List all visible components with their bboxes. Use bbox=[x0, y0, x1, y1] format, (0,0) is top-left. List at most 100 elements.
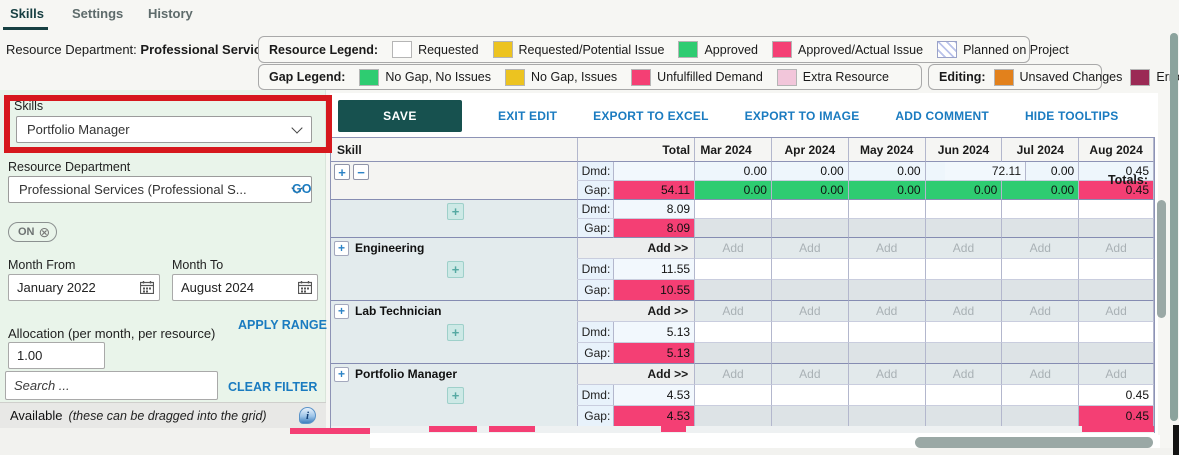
collapse-all-button[interactable]: − bbox=[353, 164, 369, 180]
group-name-row: + Lab Technician Add >> Add Add Add Add … bbox=[331, 301, 1154, 322]
add-month-cell[interactable]: Add bbox=[925, 238, 1003, 259]
toggle-remove-icon[interactable]: ⊗ bbox=[38, 224, 51, 240]
group-name-row: + Engineering Add >> Add Add Add Add Add… bbox=[331, 238, 1154, 259]
group-dmd-cell[interactable] bbox=[848, 259, 926, 280]
page-vertical-scrollbar-thumb[interactable] bbox=[1170, 33, 1178, 421]
group-dmd-cell[interactable] bbox=[1002, 259, 1080, 280]
group-dmd-cell[interactable] bbox=[925, 259, 1003, 280]
add-month-cell[interactable]: Add bbox=[771, 364, 849, 385]
skill-group-partial: + Dmd: 8.09 Gap: 8.09 bbox=[331, 200, 1154, 238]
group-dmd-cell[interactable] bbox=[695, 259, 772, 280]
tab-skills[interactable]: Skills bbox=[10, 6, 44, 21]
group-dmd-cell[interactable] bbox=[1079, 322, 1154, 343]
hide-tooltips-button[interactable]: HIDE TOOLTIPS bbox=[1024, 109, 1119, 123]
group-dmd-cell[interactable] bbox=[1002, 200, 1080, 219]
clear-filter-button[interactable]: CLEAR FILTER bbox=[228, 380, 318, 394]
add-resource-button[interactable]: + bbox=[447, 261, 464, 278]
add-row-button[interactable]: Add >> bbox=[578, 364, 696, 385]
add-resource-button[interactable]: + bbox=[447, 387, 464, 404]
group-dmd-cell[interactable] bbox=[925, 200, 1003, 219]
resource-legend: Resource Legend: Requested Requested/Pot… bbox=[258, 36, 1069, 63]
totals-dmd-cell[interactable]: 0.00 bbox=[695, 162, 772, 181]
group-dmd-cell[interactable] bbox=[695, 322, 772, 343]
add-month-cell[interactable]: Add bbox=[1002, 238, 1080, 259]
add-resource-button[interactable]: + bbox=[447, 203, 464, 220]
group-dmd-cell[interactable] bbox=[771, 385, 849, 406]
group-gap-cell bbox=[1002, 406, 1080, 427]
add-month-cell[interactable]: Add bbox=[771, 238, 849, 259]
search-field-wrap bbox=[5, 371, 218, 400]
add-month-cell[interactable]: Add bbox=[695, 364, 772, 385]
totals-dmd-cell[interactable]: 0.00 bbox=[848, 162, 926, 181]
totals-group: Dmd: 0.00 0.00 0.00 0.00 0.00 0.45 Gap: … bbox=[331, 162, 1154, 200]
group-dmd-cell[interactable] bbox=[771, 259, 849, 280]
legend-item-requested: Requested bbox=[392, 41, 479, 58]
requested-potential-issue-swatch bbox=[492, 41, 513, 58]
add-row-button[interactable]: Add >> bbox=[578, 301, 696, 322]
info-icon[interactable]: i bbox=[299, 407, 316, 424]
group-dmd-cell[interactable] bbox=[771, 200, 849, 219]
skills-dropdown[interactable]: Portfolio Manager bbox=[16, 116, 312, 143]
group-dmd-cell[interactable] bbox=[771, 322, 849, 343]
month-to-input[interactable] bbox=[172, 274, 318, 301]
exit-edit-button[interactable]: EXIT EDIT bbox=[498, 109, 558, 123]
totals-dmd-cell[interactable]: 0.00 bbox=[771, 162, 849, 181]
add-month-cell[interactable]: Add bbox=[848, 364, 926, 385]
go-button[interactable]: GO bbox=[292, 182, 312, 196]
apply-range-button[interactable]: APPLY RANGE bbox=[238, 318, 327, 332]
month-from-input[interactable] bbox=[8, 274, 160, 301]
add-month-cell[interactable]: Add bbox=[1079, 301, 1154, 322]
group-dmd-cell[interactable] bbox=[848, 322, 926, 343]
totals-dmd-cell[interactable]: 0.45 bbox=[1079, 162, 1154, 181]
add-comment-button[interactable]: ADD COMMENT bbox=[895, 109, 989, 123]
calendar-icon[interactable] bbox=[298, 281, 312, 294]
add-month-cell[interactable]: Add bbox=[848, 301, 926, 322]
add-month-cell[interactable]: Add bbox=[695, 238, 772, 259]
horizontal-scrollbar-thumb[interactable] bbox=[915, 437, 1153, 448]
expand-group-icon[interactable]: + bbox=[334, 366, 349, 382]
group-dmd-cell[interactable] bbox=[848, 200, 926, 219]
add-month-cell[interactable]: Add bbox=[771, 301, 849, 322]
group-gap-cell bbox=[1079, 219, 1154, 238]
add-resource-button[interactable]: + bbox=[447, 324, 464, 341]
group-dmd-cell[interactable] bbox=[695, 200, 772, 219]
expand-all-button[interactable]: + bbox=[334, 164, 350, 180]
group-dmd-cell[interactable] bbox=[848, 385, 926, 406]
add-row-button[interactable]: Add >> bbox=[578, 238, 696, 259]
gap-legend-title: Gap Legend: bbox=[269, 70, 346, 84]
group-dmd-cell[interactable]: 0.45 bbox=[1079, 385, 1154, 406]
add-month-cell[interactable]: Add bbox=[925, 364, 1003, 385]
group-dmd-cell[interactable] bbox=[1002, 322, 1080, 343]
add-month-cell[interactable]: Add bbox=[1079, 238, 1154, 259]
add-month-cell[interactable]: Add bbox=[1002, 364, 1080, 385]
group-dmd-cell[interactable] bbox=[1002, 385, 1080, 406]
group-dmd-cell[interactable] bbox=[925, 385, 1003, 406]
group-skill-cell: + Lab Technician bbox=[331, 301, 579, 322]
allocation-input[interactable] bbox=[8, 342, 105, 369]
save-button[interactable]: SAVE bbox=[338, 100, 462, 132]
group-dmd-cell[interactable] bbox=[695, 385, 772, 406]
partial-pink-cell bbox=[489, 426, 535, 432]
grid-vertical-scrollbar-thumb[interactable] bbox=[1157, 200, 1166, 318]
expand-group-icon[interactable]: + bbox=[334, 240, 349, 256]
add-month-cell[interactable]: Add bbox=[848, 238, 926, 259]
add-month-cell[interactable]: Add bbox=[925, 301, 1003, 322]
editing-legend-title: Editing: bbox=[939, 70, 986, 84]
group-dmd-cell[interactable] bbox=[925, 322, 1003, 343]
expand-group-icon[interactable]: + bbox=[334, 303, 349, 319]
group-dmd-cell[interactable] bbox=[1079, 200, 1154, 219]
group-dmd-cell[interactable] bbox=[1079, 259, 1154, 280]
export-to-image-button[interactable]: EXPORT TO IMAGE bbox=[744, 109, 860, 123]
search-input[interactable] bbox=[5, 371, 218, 400]
skills-grid: Skill Total Mar 2024 Apr 2024 May 2024 J… bbox=[330, 137, 1155, 427]
add-month-cell[interactable]: Add bbox=[1079, 364, 1154, 385]
tab-settings[interactable]: Settings bbox=[72, 6, 124, 21]
add-month-cell[interactable]: Add bbox=[695, 301, 772, 322]
tab-history[interactable]: History bbox=[148, 6, 193, 21]
export-to-excel-button[interactable]: EXPORT TO EXCEL bbox=[593, 109, 709, 123]
resource-department-dropdown[interactable]: Professional Services (Professional S... bbox=[8, 176, 312, 203]
calendar-icon[interactable] bbox=[140, 281, 154, 294]
legend-label: Planned on Project bbox=[963, 42, 1069, 57]
add-month-cell[interactable]: Add bbox=[1002, 301, 1080, 322]
filter-toggle-pill[interactable]: ON ⊗ bbox=[8, 222, 58, 242]
